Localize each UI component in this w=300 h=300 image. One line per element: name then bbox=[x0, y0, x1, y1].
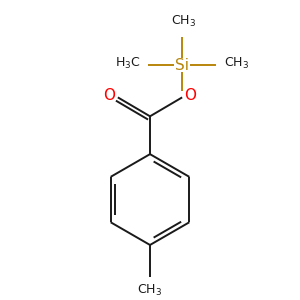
Text: CH$_3$: CH$_3$ bbox=[172, 14, 197, 29]
Text: H$_3$C: H$_3$C bbox=[115, 56, 140, 71]
Text: O: O bbox=[103, 88, 116, 103]
Text: CH$_3$: CH$_3$ bbox=[224, 56, 250, 71]
Text: O: O bbox=[184, 88, 196, 103]
Text: CH$_3$: CH$_3$ bbox=[137, 283, 163, 298]
Text: Si: Si bbox=[175, 58, 189, 73]
